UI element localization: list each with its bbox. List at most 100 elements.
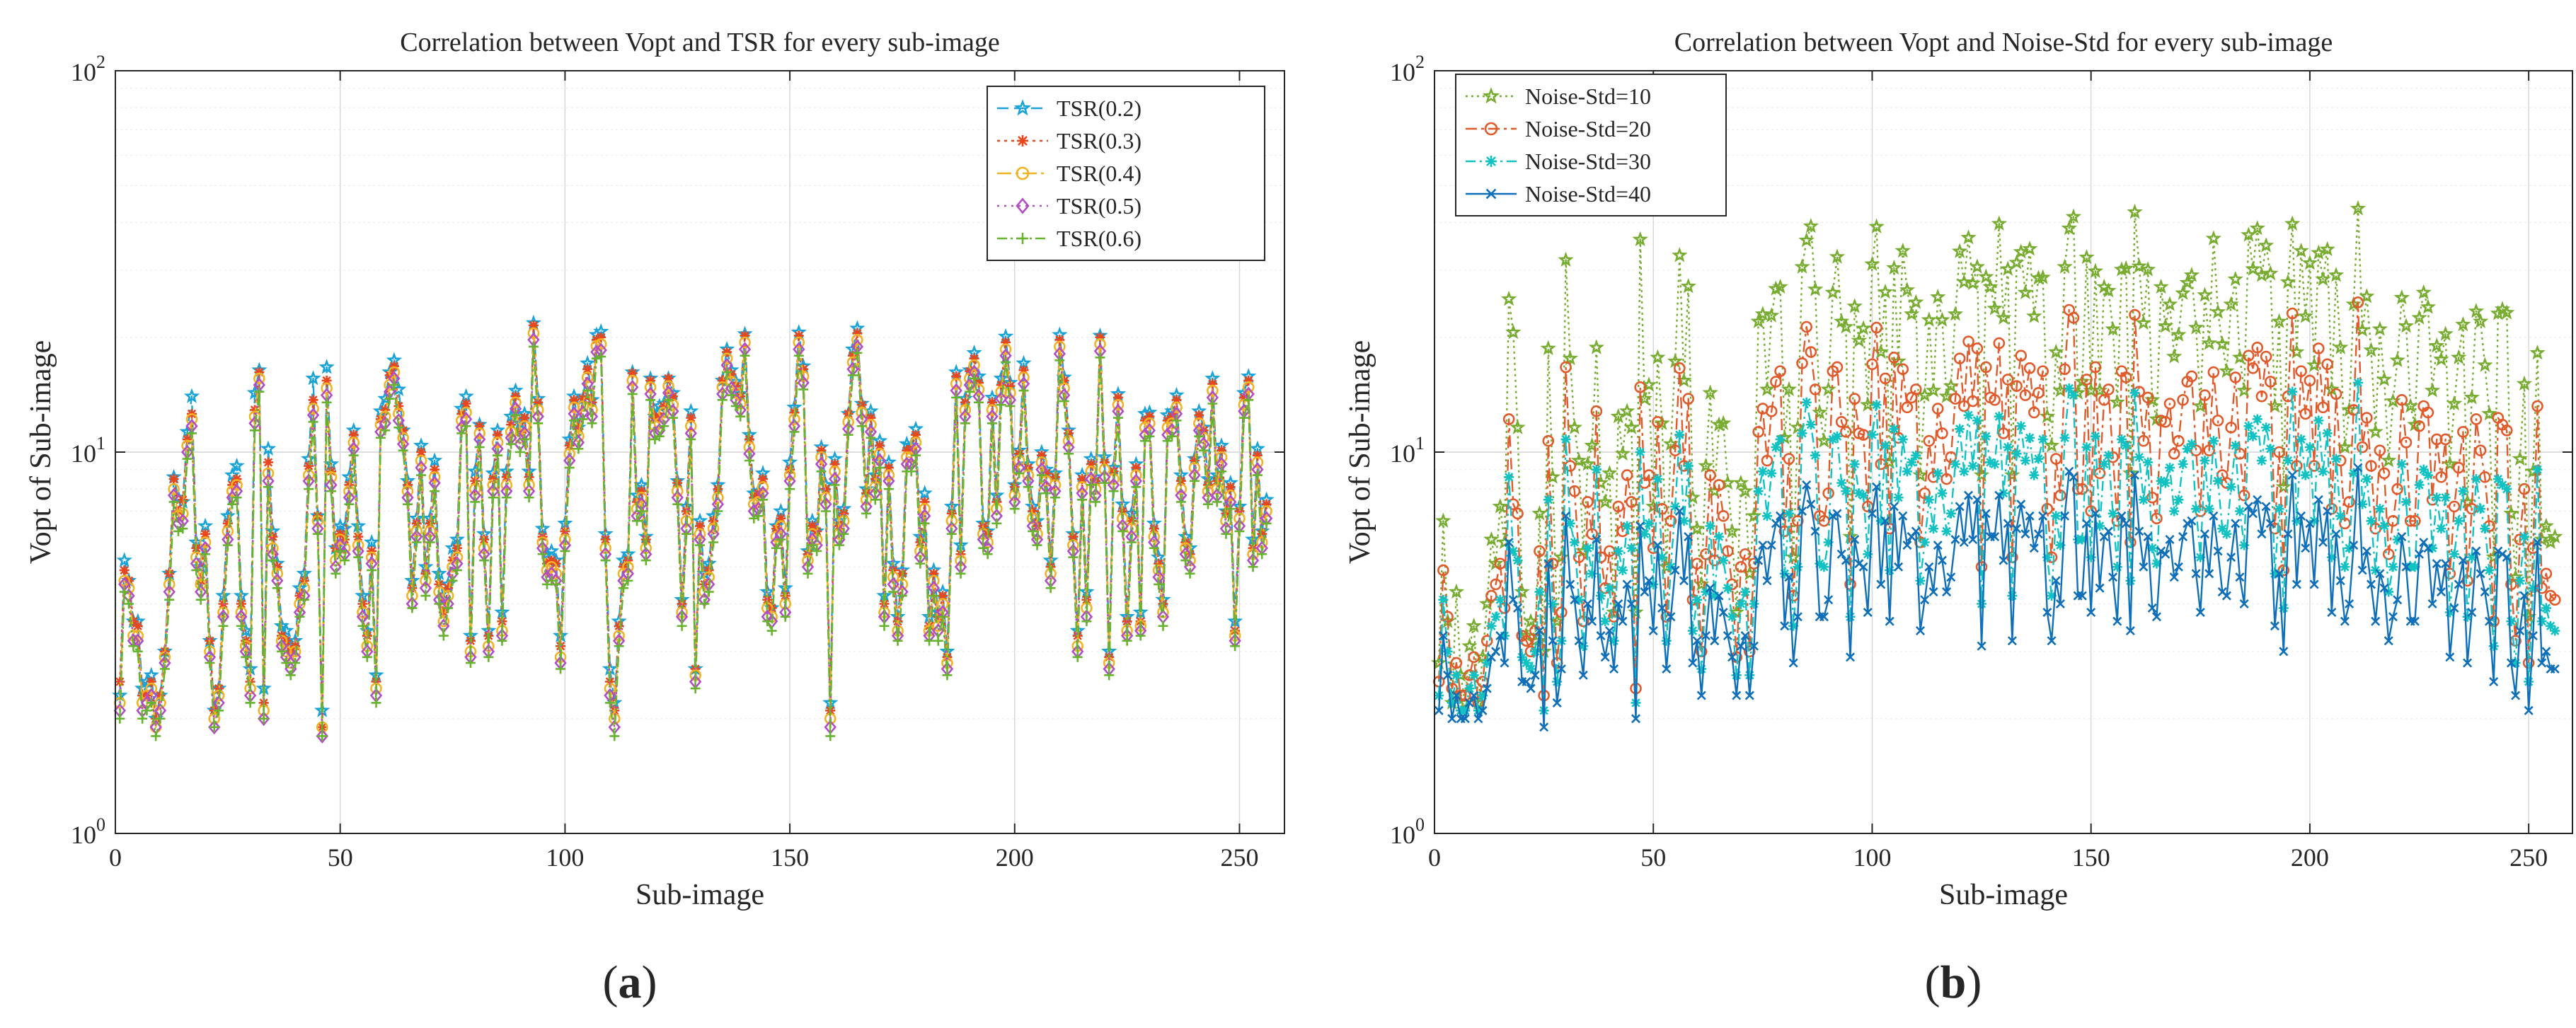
data-point xyxy=(1261,518,1272,529)
data-point xyxy=(1807,281,1824,296)
data-point xyxy=(1180,555,1191,566)
data-point xyxy=(1652,541,1662,550)
data-point xyxy=(2248,431,2258,441)
data-point xyxy=(1815,558,1825,569)
data-point xyxy=(1238,392,1249,403)
data-point xyxy=(1841,486,1851,497)
data-point xyxy=(2020,529,2030,539)
data-point xyxy=(1508,545,1519,556)
data-point xyxy=(1494,558,1507,570)
data-point xyxy=(1915,626,1926,636)
data-point xyxy=(2143,457,2154,468)
data-point xyxy=(936,598,949,610)
data-point xyxy=(2195,607,2205,618)
data-point xyxy=(1466,617,1482,633)
data-point xyxy=(2300,470,2311,480)
data-point xyxy=(2433,351,2449,366)
data-point xyxy=(1604,626,1614,636)
data-point xyxy=(2095,583,2105,593)
data-point xyxy=(919,502,931,515)
data-point xyxy=(1657,552,1667,562)
data-point xyxy=(2340,562,2350,572)
data-point xyxy=(560,526,570,536)
data-point xyxy=(820,484,831,495)
data-point xyxy=(2175,284,2191,300)
data-point xyxy=(1797,428,1807,439)
data-point xyxy=(2138,495,2149,505)
data-point xyxy=(2134,526,2144,536)
data-point xyxy=(1252,450,1263,461)
data-point xyxy=(2200,529,2210,539)
data-point xyxy=(200,549,211,560)
data-point xyxy=(2454,516,2464,526)
data-point xyxy=(1938,388,1955,403)
data-point xyxy=(2365,460,2377,472)
data-point xyxy=(277,646,287,657)
data-point xyxy=(2463,389,2480,405)
data-point xyxy=(2319,241,2335,256)
data-point xyxy=(1995,309,2012,325)
data-point xyxy=(2331,529,2341,539)
data-point xyxy=(717,375,728,386)
data-point xyxy=(1889,424,1899,434)
data-point xyxy=(245,698,255,708)
data-point xyxy=(2546,620,2556,631)
data-point xyxy=(2003,519,2013,529)
data-point xyxy=(1790,419,1806,434)
data-point xyxy=(2227,270,2243,287)
data-point xyxy=(2296,434,2306,444)
data-point xyxy=(2243,502,2253,512)
data-point xyxy=(2422,470,2433,480)
data-point xyxy=(416,447,427,457)
data-point xyxy=(2059,432,2070,443)
data-point xyxy=(1542,434,1555,447)
data-point xyxy=(1880,516,1890,526)
data-point xyxy=(1028,526,1038,536)
data-point xyxy=(839,529,849,539)
data-point xyxy=(2335,576,2345,586)
data-point xyxy=(1185,568,1195,579)
data-point xyxy=(1897,434,1908,444)
data-point xyxy=(1460,705,1471,716)
data-point xyxy=(1902,541,1912,550)
data-point xyxy=(263,482,274,492)
data-point xyxy=(1829,248,1846,264)
y-tick-exponent: 0 xyxy=(96,814,105,835)
data-point xyxy=(1077,474,1088,485)
data-point xyxy=(1251,456,1264,468)
data-point xyxy=(1112,398,1125,411)
data-point xyxy=(1547,599,1558,609)
data-point xyxy=(1622,579,1632,589)
data-point xyxy=(1771,442,1781,453)
data-point xyxy=(1689,520,1706,536)
data-point xyxy=(2025,308,2042,323)
data-point xyxy=(2139,562,2149,572)
data-point xyxy=(2085,505,2097,517)
data-point xyxy=(2317,401,2329,414)
data-point xyxy=(2516,375,2533,391)
data-point xyxy=(2354,321,2371,337)
data-point xyxy=(2190,444,2202,456)
data-point xyxy=(632,516,643,526)
data-point xyxy=(1682,393,1695,405)
data-point xyxy=(353,552,364,562)
data-point xyxy=(1933,541,1943,550)
data-point xyxy=(2170,326,2187,342)
data-point xyxy=(1632,231,1648,246)
data-point xyxy=(1171,395,1182,405)
data-point xyxy=(348,429,359,440)
data-point xyxy=(533,397,544,408)
data-point xyxy=(1936,427,1948,439)
data-point xyxy=(596,352,606,362)
data-point xyxy=(1260,505,1272,517)
data-point xyxy=(2312,342,2325,354)
data-point xyxy=(1482,683,1492,693)
data-point xyxy=(919,497,930,507)
data-point xyxy=(2271,313,2287,328)
data-point xyxy=(185,413,198,425)
data-point xyxy=(1897,363,1909,376)
data-point xyxy=(1911,450,1921,461)
data-point xyxy=(1130,469,1142,481)
data-point xyxy=(1714,591,1724,601)
